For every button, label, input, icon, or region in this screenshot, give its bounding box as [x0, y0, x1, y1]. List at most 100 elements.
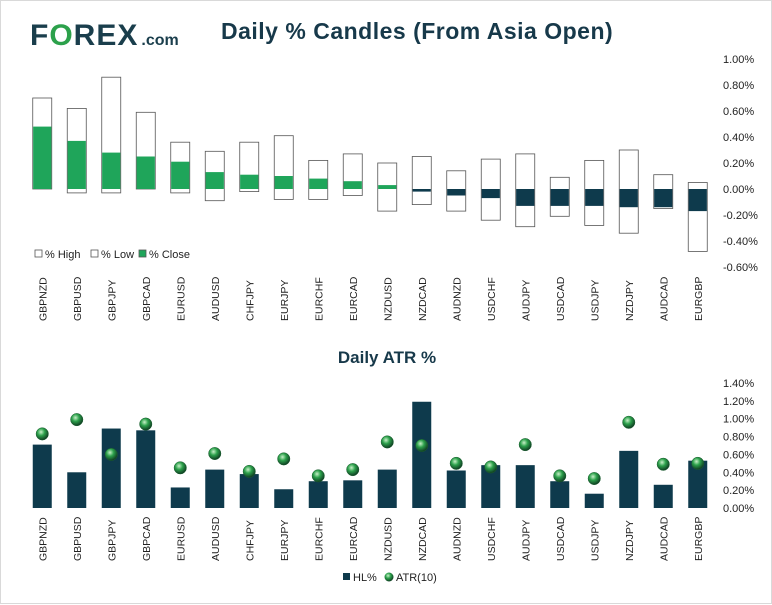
candle-x-label: NZDCAD	[417, 277, 429, 321]
candle-close-bar	[481, 189, 500, 199]
candle-x-label: CHFJPY	[244, 280, 256, 321]
hl-bar	[584, 493, 604, 508]
atr-marker	[139, 417, 153, 431]
candle-x-label: GBPCAD	[141, 276, 153, 321]
hl-bar	[481, 465, 501, 508]
candle-legend-label: % High	[45, 249, 80, 261]
candle-close-bar	[516, 189, 535, 206]
candle-legend-swatch	[90, 249, 99, 258]
atr-ytick-label: 0.40%	[723, 467, 754, 479]
candle-x-label: AUDCAD	[658, 276, 670, 321]
candle-x-label: GBPUSD	[72, 276, 84, 321]
atr-marker	[415, 439, 429, 452]
candle-close-bar	[654, 189, 673, 208]
candle-x-label: AUDNZD	[451, 277, 463, 321]
candle-x-label: EURGBP	[693, 277, 705, 321]
candle-legend-label: % Low	[101, 249, 134, 261]
atr-legend-swatch	[343, 573, 350, 580]
atr-x-label: NZDCAD	[417, 517, 429, 561]
atr-marker	[173, 461, 187, 475]
hl-bar	[101, 428, 121, 508]
candle-x-label: GBPNZD	[37, 277, 49, 321]
atr-x-label: AUDUSD	[210, 516, 222, 561]
atr-marker	[70, 413, 84, 427]
candle-close-bar	[412, 189, 431, 192]
forex-logo: FOREX .com	[30, 19, 179, 53]
atr-marker	[104, 447, 118, 461]
atr-marker	[587, 472, 601, 485]
atr-legend-swatch	[384, 572, 394, 582]
candle-ytick-label: -0.60%	[723, 262, 758, 274]
hl-bar	[170, 487, 190, 508]
hl-bar	[205, 469, 225, 508]
candle-close-bar	[343, 181, 362, 189]
candle-close-bar	[550, 189, 569, 206]
atr-ytick-label: 1.40%	[723, 378, 754, 390]
candle-ytick-label: 0.80%	[723, 80, 754, 92]
atr-marker	[484, 460, 498, 474]
atr-marker	[380, 435, 394, 449]
atr-x-label: NZDUSD	[382, 517, 394, 561]
candle-ytick-label: 0.20%	[723, 158, 754, 170]
atr-ytick-label: 0.60%	[723, 449, 754, 461]
candle-ytick-label: -0.20%	[723, 210, 758, 222]
atr-ytick-label: 0.80%	[723, 432, 754, 444]
candles-chart-title: Daily % Candles (From Asia Open)	[221, 18, 614, 44]
candle-close-bar	[136, 156, 155, 189]
hl-bar	[653, 484, 673, 508]
candle-x-label: USDCAD	[555, 276, 567, 321]
candle-close-bar	[378, 185, 397, 189]
hl-bar	[446, 470, 466, 508]
candle-x-label: EURCAD	[348, 276, 360, 321]
atr-x-label: GBPJPY	[106, 520, 118, 561]
atr-legend-label: ATR(10)	[396, 572, 437, 584]
atr-marker	[656, 457, 670, 471]
atr-x-label: EURGBP	[693, 517, 705, 561]
atr-x-label: AUDCAD	[658, 516, 670, 561]
atr-ytick-label: 0.00%	[723, 503, 754, 515]
atr-x-label: NZDJPY	[624, 520, 636, 561]
atr-legend-label: HL%	[353, 572, 377, 584]
candle-close-bar	[688, 189, 707, 212]
atr-chart-title: Daily ATR %	[337, 348, 437, 367]
candle-close-bar	[171, 161, 190, 189]
candle-x-label: EURUSD	[175, 276, 187, 321]
atr-marker	[346, 463, 360, 477]
candle-close-bar	[447, 189, 466, 196]
atr-x-label: GBPNZD	[37, 517, 49, 561]
candle-ytick-label: -0.40%	[723, 236, 758, 248]
candle-range-bar	[411, 156, 432, 205]
candle-close-bar	[619, 189, 638, 208]
candle-range-bar	[342, 153, 363, 196]
candle-close-bar	[309, 178, 328, 189]
atr-marker	[449, 456, 463, 470]
candle-close-bar	[274, 176, 293, 189]
atr-marker	[691, 456, 705, 470]
candle-ytick-label: 1.00%	[723, 54, 754, 66]
candle-close-bar	[33, 126, 52, 189]
candle-x-label: AUDUSD	[210, 276, 222, 321]
hl-bar	[136, 430, 156, 508]
atr-x-label: EURCAD	[348, 516, 360, 561]
atr-x-label: EURJPY	[279, 520, 291, 561]
atr-x-label: USDCAD	[555, 516, 567, 561]
atr-marker	[553, 469, 567, 483]
atr-marker	[35, 427, 49, 441]
candle-ytick-label: 0.00%	[723, 184, 754, 196]
atr-x-label: EURUSD	[175, 516, 187, 561]
candle-ytick-label: 0.60%	[723, 106, 754, 118]
hl-bar	[274, 489, 294, 508]
hl-bar	[308, 481, 328, 508]
candle-legend-swatch	[138, 249, 147, 258]
candle-x-label: NZDUSD	[382, 277, 394, 321]
candle-close-bar	[240, 174, 259, 189]
atr-marker	[277, 452, 291, 466]
hl-bar	[377, 469, 397, 508]
atr-marker	[242, 464, 256, 478]
logo-domain: .com	[141, 32, 179, 49]
candle-close-bar	[205, 172, 224, 189]
atr-marker	[518, 438, 532, 452]
atr-x-label: EURCHF	[313, 517, 325, 561]
candle-range-bar	[273, 135, 294, 200]
